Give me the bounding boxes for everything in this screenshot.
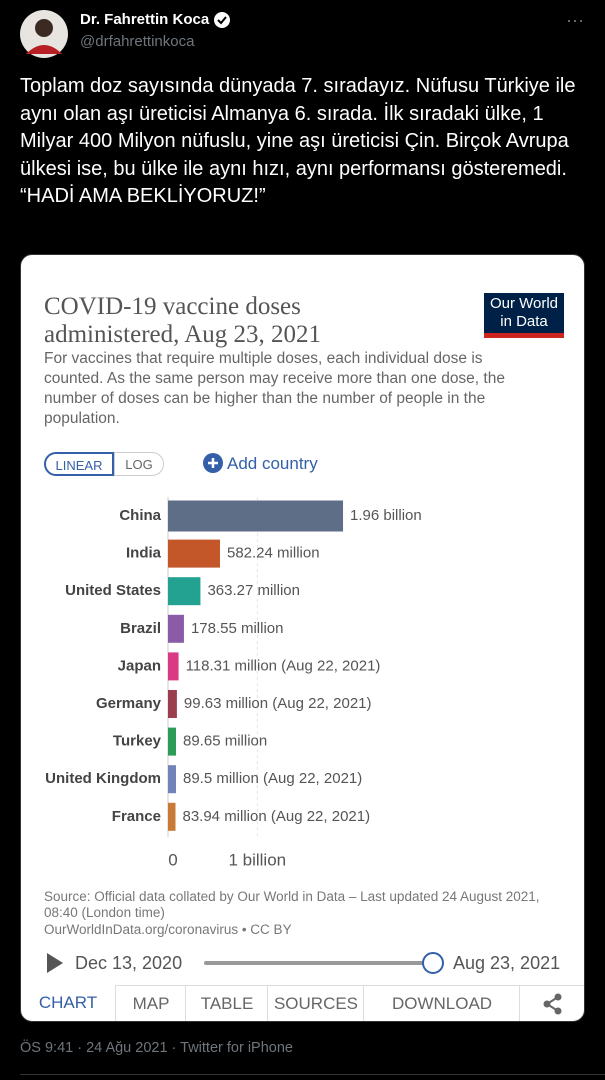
category-label: China [119, 507, 161, 524]
add-icon[interactable] [203, 453, 223, 473]
tab[interactable]: SOURCES [267, 985, 364, 1021]
x-tick-label: 1 billion [228, 850, 286, 869]
log-button[interactable]: LOG [114, 452, 164, 476]
value-label: 89.65 million [183, 733, 267, 750]
value-label: 582.24 million [227, 545, 320, 562]
timeline-track [204, 961, 432, 965]
chart-card: COVID-19 vaccine doses administered, Aug… [20, 254, 585, 1022]
bar [168, 500, 344, 532]
value-label: 1.96 billion [350, 507, 422, 524]
author-handle[interactable]: @drfahrettinkoca [80, 33, 195, 50]
bar [168, 614, 184, 643]
add-country[interactable]: Add country [227, 454, 318, 473]
category-label: India [126, 545, 162, 562]
bar [168, 727, 177, 756]
tweet-text: Toplam doz sayısında dünyada 7. sıradayı… [20, 75, 576, 207]
tab[interactable]: MAP [115, 985, 186, 1021]
share-button[interactable] [519, 985, 585, 1022]
value-label: 99.63 million (Aug 22, 2021) [184, 695, 372, 712]
tab-bar: CHART MAP TABLE SOURCES DOWNLOAD [21, 985, 584, 1021]
bar [168, 765, 176, 794]
value-label: 118.31 million (Aug 22, 2021) [186, 657, 381, 674]
bar [168, 539, 220, 568]
value-label: 363.27 million [207, 582, 300, 599]
chart: 0 1 billion China 1.96 billion India 582.24 m… [45, 497, 422, 869]
tab[interactable]: TABLE [185, 985, 268, 1021]
avatar[interactable] [20, 10, 68, 58]
value-label: 83.94 million (Aug 22, 2021) [182, 808, 370, 825]
bar [168, 577, 201, 606]
value-label: 89.5 million (Aug 22, 2021) [183, 770, 362, 787]
source-note: Source: Official data collated by Our Wo… [44, 889, 540, 920]
category-label: United Kingdom [45, 770, 161, 787]
timeline-end: Aug 23, 2021 [453, 953, 561, 973]
source-url: OurWorldInData.org/coronavirus • CC BY [44, 922, 292, 937]
author-name[interactable]: Dr. Fahrettin Koca [80, 11, 210, 28]
category-label: France [112, 808, 161, 825]
category-label: Turkey [113, 733, 162, 750]
tab[interactable]: CHART [38, 993, 98, 1012]
logo: Our World in Data [484, 293, 564, 338]
play-button[interactable] [45, 952, 65, 974]
chart-title: COVID-19 vaccine doses administered, Aug… [44, 293, 322, 348]
category-label: Japan [118, 657, 161, 674]
timeline-start: Dec 13, 2020 [75, 953, 183, 973]
bar [168, 652, 179, 681]
chart-subtitle: For vaccines that require multiple doses… [44, 350, 505, 427]
bar [168, 802, 176, 831]
category-label: United States [65, 582, 161, 599]
category-label: Brazil [120, 620, 161, 637]
verified-badge [214, 12, 230, 28]
bar [168, 690, 177, 718]
timeline-knob[interactable] [422, 952, 444, 974]
category-label: Germany [96, 695, 162, 712]
more-menu[interactable]: ··· [566, 10, 584, 30]
divider [20, 1074, 605, 1075]
tab[interactable]: DOWNLOAD [363, 985, 520, 1021]
x-tick-label: 0 [168, 850, 177, 869]
tweet-footer: ÖS 9:41 · 24 Ağu 2021 · Twitter for iPho… [20, 1040, 293, 1056]
linear-button[interactable]: LINEAR [44, 452, 114, 476]
value-label: 178.55 million [191, 620, 284, 637]
